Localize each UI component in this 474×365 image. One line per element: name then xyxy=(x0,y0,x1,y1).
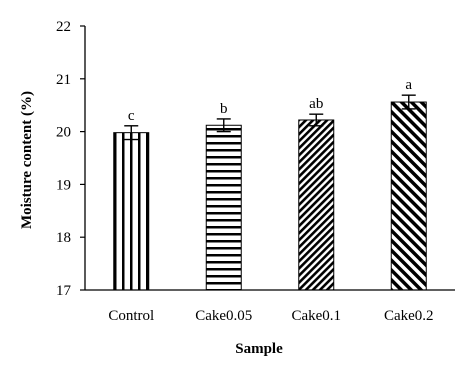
y-tick-label: 18 xyxy=(56,230,71,246)
y-tick-label: 20 xyxy=(56,125,71,141)
x-tick-label: Cake0.2 xyxy=(384,308,434,324)
bars-layer xyxy=(113,101,427,291)
significance-label: b xyxy=(220,101,228,117)
y-tick-label: 22 xyxy=(56,19,71,35)
x-tick-label: Cake0.1 xyxy=(291,308,341,324)
y-tick-label: 21 xyxy=(56,72,71,88)
bar-cake0-1 xyxy=(298,119,335,291)
significance-label: ab xyxy=(309,96,323,112)
error-bar xyxy=(309,113,324,127)
y-axis-ticks: 17 18 19 20 21 22 xyxy=(56,19,85,299)
bar-cake0-05 xyxy=(205,124,242,291)
x-axis-ticks: Control Cake0.05 Cake0.1 Cake0.2 xyxy=(108,308,433,324)
error-bar xyxy=(216,118,231,133)
y-tick-label: 17 xyxy=(56,283,72,299)
bar-cake0-2 xyxy=(390,101,427,291)
x-axis-title: Sample xyxy=(235,341,283,357)
bar-control xyxy=(113,132,150,291)
significance-label: a xyxy=(405,77,412,93)
significance-label: c xyxy=(128,108,135,124)
error-bars-layer xyxy=(124,94,416,141)
y-tick-label: 19 xyxy=(56,177,71,193)
x-tick-label: Control xyxy=(108,308,154,324)
error-bar xyxy=(124,125,139,141)
y-axis-title: Moisture content (%) xyxy=(19,91,35,229)
x-tick-label: Cake0.05 xyxy=(195,308,252,324)
significance-labels-layer: c b ab a xyxy=(128,77,413,124)
error-bar xyxy=(401,94,416,110)
